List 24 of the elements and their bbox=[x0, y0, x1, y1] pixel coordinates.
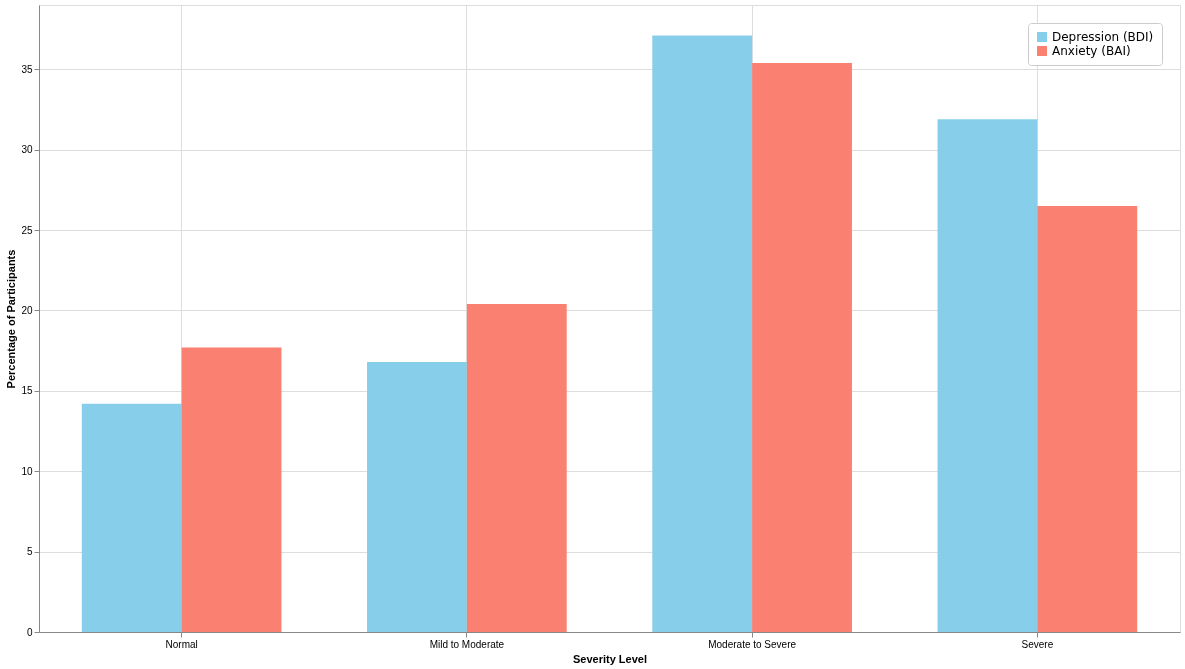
y-tick-label: 25 bbox=[21, 224, 33, 236]
bar bbox=[652, 35, 753, 632]
bar bbox=[937, 119, 1038, 632]
x-tick-label: Moderate to Severe bbox=[708, 638, 797, 650]
y-tick-label: 10 bbox=[21, 465, 33, 477]
y-tick-label: 35 bbox=[21, 63, 33, 75]
bar bbox=[752, 62, 852, 632]
bar bbox=[181, 347, 282, 632]
y-tick-label: 15 bbox=[21, 385, 33, 397]
y-tick-label: 5 bbox=[26, 546, 33, 558]
x-tick-label: Severe bbox=[1021, 638, 1054, 650]
x-axis-title: Severity Level bbox=[573, 652, 647, 665]
legend-label: Depression (BDI) bbox=[1052, 30, 1154, 44]
y-tick-label: 30 bbox=[21, 144, 33, 156]
bar bbox=[1037, 205, 1138, 632]
x-tick-label: Mild to Moderate bbox=[429, 638, 505, 650]
x-tick-label: Normal bbox=[165, 638, 198, 650]
y-tick-label: 0 bbox=[26, 626, 33, 638]
bar bbox=[367, 361, 467, 632]
bar bbox=[81, 403, 182, 632]
bar bbox=[466, 304, 567, 632]
y-tick-label: 20 bbox=[21, 304, 33, 316]
y-axis-title: Percentage of Participants bbox=[5, 249, 18, 389]
legend-label: Anxiety (BAI) bbox=[1052, 44, 1131, 58]
